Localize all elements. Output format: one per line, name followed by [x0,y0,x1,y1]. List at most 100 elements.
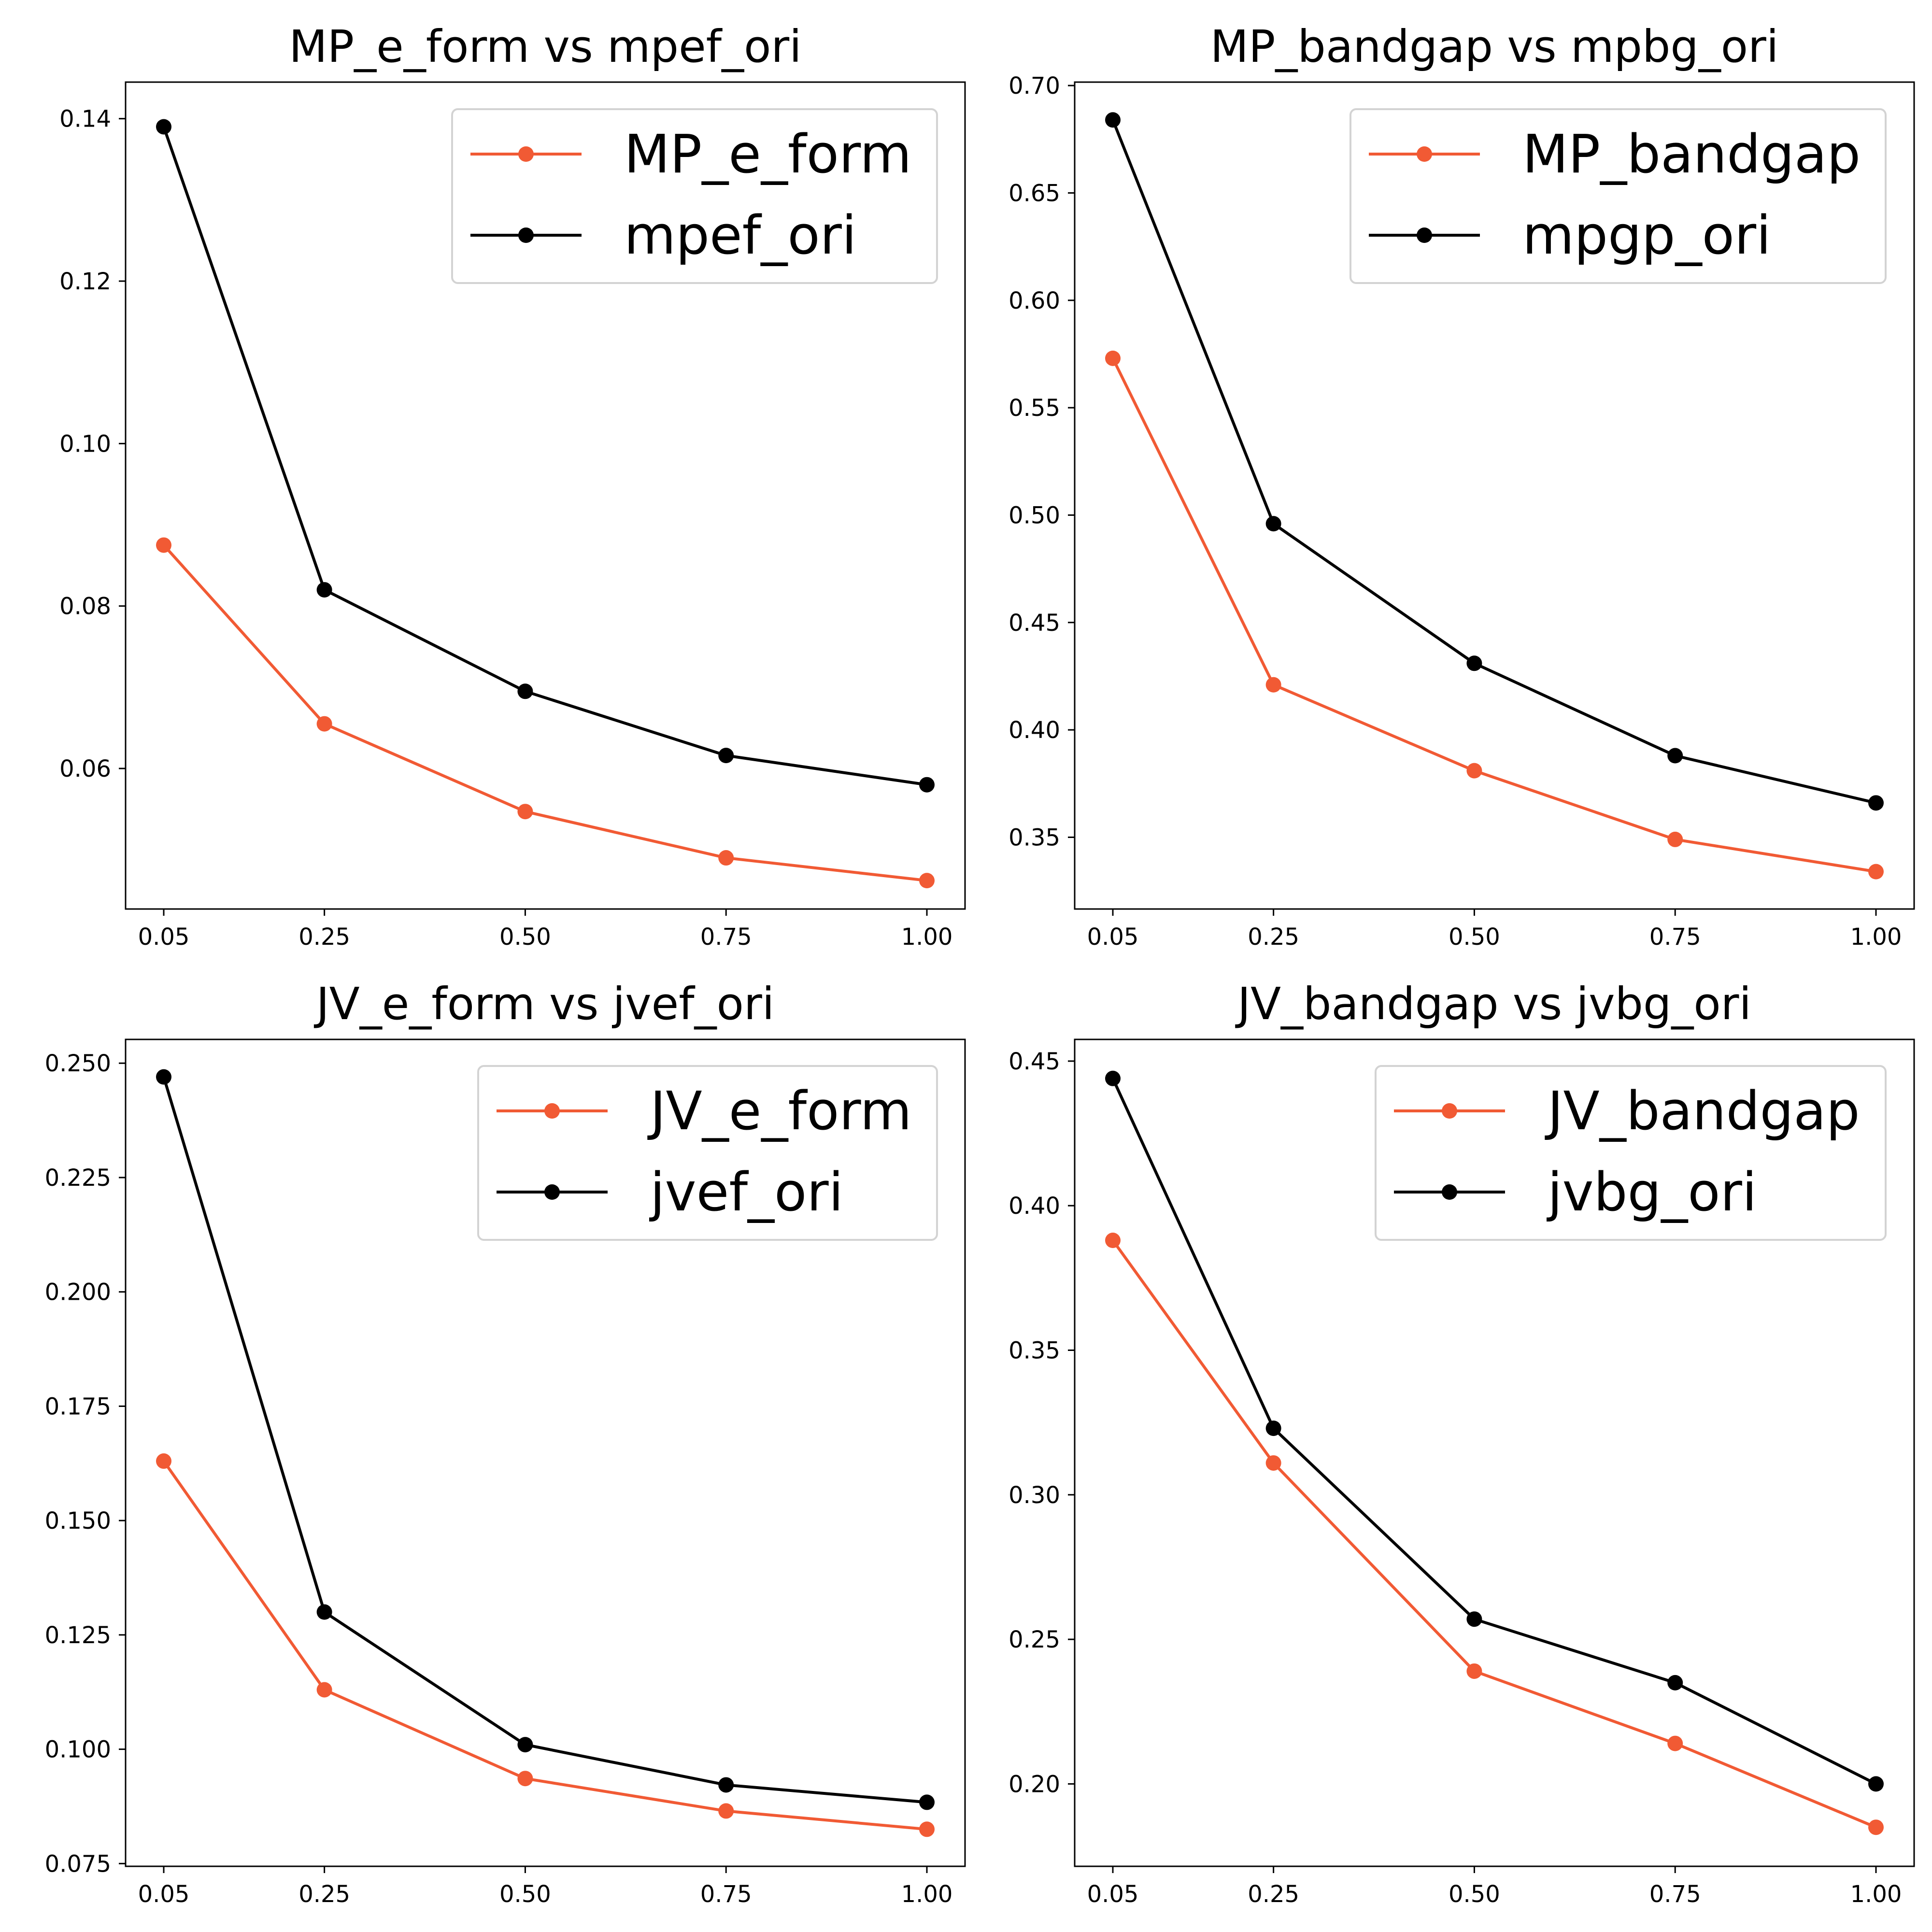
series-line-MP_e_form [162,544,927,882]
x-tick-label: 0.05 [138,1881,190,1908]
x-tick-label: 1.00 [901,1881,953,1908]
y-tick-label: 0.200 [45,1279,111,1306]
legend-label: mpef_ori [624,204,856,266]
y-tick-label: 0.20 [1009,1771,1060,1798]
data-point-MP_bandgap [1868,864,1884,880]
y-tick-label: 0.12 [59,268,111,295]
legend-marker [1442,1103,1457,1119]
series-line-MP_bandgap [1111,357,1876,873]
legend-marker [1442,1184,1457,1200]
data-point-jvbg_ori [1667,1675,1683,1690]
data-point-jvef_ori [316,1604,332,1620]
y-tick-label: 0.55 [1009,395,1060,422]
data-point-MP_e_form [316,716,332,732]
y-tick-label: 0.150 [45,1507,111,1534]
data-point-MP_e_form [517,804,533,820]
subplot-title: JV_e_form vs jvef_ori [314,978,775,1030]
plot-frame [125,1038,966,1867]
plot-frame [125,81,966,910]
data-point-mpef_ori [517,683,533,699]
subplot-1: MP_e_form vs mpef_ori 0.05 0.25 0.50 0.75 1.0… [59,21,966,951]
y-tick-label: 0.075 [45,1850,111,1877]
data-point-mpef_ori [156,119,171,135]
y-tick-label: 0.30 [1009,1482,1060,1509]
x-tick-label: 0.25 [298,923,350,951]
x-tick-label: 0.75 [700,923,752,951]
data-point-mpef_ori [316,582,332,598]
y-tick-label: 0.40 [1009,717,1060,744]
y-tick-label: 0.250 [45,1050,111,1077]
x-tick-label: 0.50 [499,923,551,951]
x-tick-label: 0.05 [138,923,190,951]
data-point-mpef_ori [718,748,734,764]
legend-marker [518,227,534,243]
y-tick-label: 0.14 [59,106,111,133]
data-point-JV_e_form [316,1682,332,1698]
data-point-JV_e_form [718,1803,734,1819]
data-point-JV_bandgap [1466,1663,1482,1679]
subplot-title: MP_e_form vs mpef_ori [289,21,802,72]
x-tick-label: 0.75 [1649,1881,1701,1908]
subplot-title: MP_bandgap vs mpbg_ori [1210,21,1779,72]
plot-frame [1074,1038,1915,1867]
legend-marker [1417,146,1432,162]
y-tick-label: 0.175 [45,1393,111,1420]
y-tick-label: 0.40 [1009,1193,1060,1220]
data-point-mpgp_ori [1868,795,1884,811]
data-point-jvef_ori [919,1794,935,1810]
y-tick-label: 0.10 [59,430,111,457]
x-tick-label: 0.25 [1248,1881,1299,1908]
data-point-mpgp_ori [1265,516,1281,532]
data-point-MP_bandgap [1466,763,1482,779]
legend-marker [1417,227,1432,243]
legend-label: MP_bandgap [1522,123,1861,185]
x-tick-label: 0.75 [1649,923,1701,951]
legend-label: jvbg_ori [1547,1161,1757,1223]
y-tick-label: 0.08 [59,593,111,620]
data-point-JV_e_form [517,1771,533,1787]
x-tick-label: 0.05 [1087,1881,1139,1908]
data-point-JV_e_form [156,1453,171,1469]
y-tick-label: 0.225 [45,1165,111,1192]
x-tick-label: 1.00 [1850,923,1902,951]
subplot-2: MP_bandgap vs mpbg_ori 0.05 0.25 0.50 0.75 1.… [1009,21,1915,951]
data-point-JV_e_form [919,1821,935,1837]
legend-label: mpgp_ori [1522,204,1771,266]
data-point-mpgp_ori [1667,748,1683,764]
legend-marker [544,1103,560,1119]
data-point-mpgp_ori [1105,112,1121,128]
data-point-jvef_ori [718,1777,734,1793]
legend-marker [518,146,534,162]
x-tick-label: 0.25 [1248,923,1299,951]
x-tick-label: 0.25 [298,1881,350,1908]
legend-label: MP_e_form [624,123,911,185]
data-point-JV_bandgap [1868,1819,1884,1835]
y-tick-label: 0.35 [1009,1337,1060,1364]
x-tick-label: 0.05 [1087,923,1139,951]
y-tick-label: 0.125 [45,1622,111,1649]
y-tick-label: 0.65 [1009,180,1060,207]
x-tick-label: 0.75 [700,1881,752,1908]
plot-frame [1074,81,1915,910]
x-tick-label: 0.50 [499,1881,551,1908]
series-line-JV_e_form [162,1460,927,1831]
legend-label: JV_e_form [647,1080,912,1142]
data-point-MP_e_form [156,537,171,553]
data-point-jvbg_ori [1265,1421,1281,1436]
data-point-MP_bandgap [1667,831,1683,847]
subplot-4: JV_bandgap vs jvbg_ori 0.05 0.25 0.50 0.75 1.… [1009,978,1915,1908]
x-tick-label: 1.00 [1850,1881,1902,1908]
y-tick-label: 0.45 [1009,1048,1060,1075]
legend-label: jvef_ori [649,1161,843,1223]
data-point-jvbg_ori [1105,1070,1121,1086]
data-point-MP_bandgap [1265,677,1281,693]
data-point-mpef_ori [919,777,935,793]
data-point-JV_bandgap [1105,1233,1121,1249]
y-tick-label: 0.100 [45,1736,111,1763]
legend: JV_e_form jvef_ori [477,1065,938,1241]
legend: JV_bandgap jvbg_ori [1375,1065,1887,1241]
x-tick-label: 0.50 [1449,1881,1500,1908]
legend: MP_bandgap mpgp_ori [1350,108,1887,284]
subplot-3: JV_e_form vs jvef_ori 0.05 0.25 0.50 0.75 1.0… [45,978,966,1908]
